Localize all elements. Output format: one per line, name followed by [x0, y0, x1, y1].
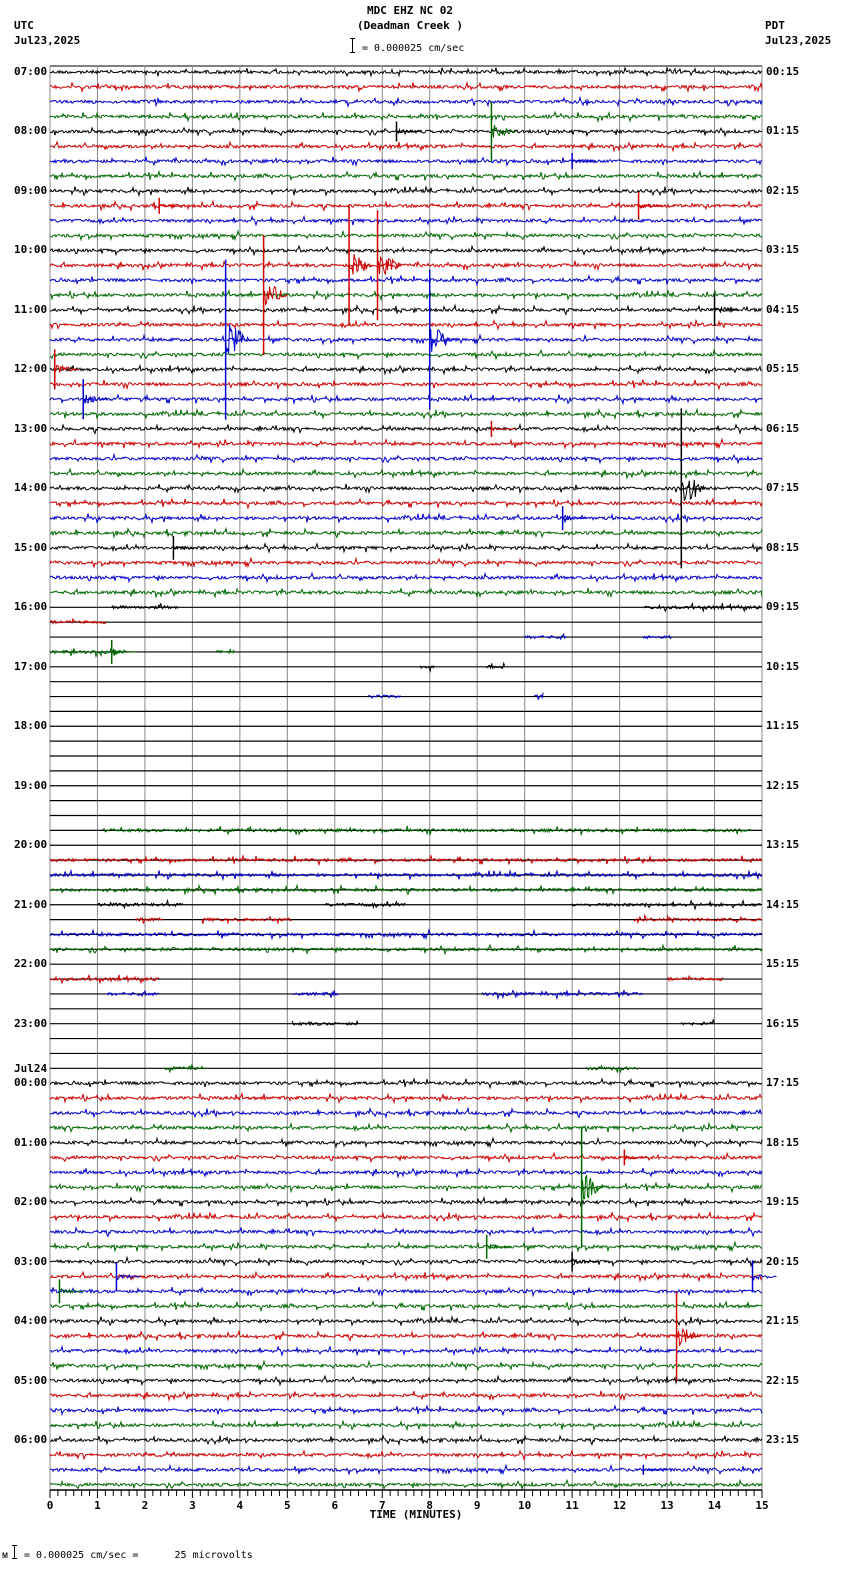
utc-hour-label: 01:00 [14, 1135, 48, 1149]
pdt-hour-label: 02:15 [766, 183, 800, 197]
utc-hour-label: 15:00 [14, 540, 48, 554]
svg-text:0: 0 [47, 1499, 54, 1512]
utc-hour-label: 23:00 [14, 1016, 48, 1030]
utc-hour-label: 17:00 [14, 659, 48, 673]
right-timezone: PDT [765, 19, 785, 32]
svg-text:7: 7 [379, 1499, 386, 1512]
utc-hour-label: 12:00 [14, 362, 48, 376]
utc-hour-label: 11:00 [14, 302, 48, 316]
svg-text:6: 6 [331, 1499, 338, 1512]
pdt-hour-label: 14:15 [766, 897, 800, 911]
utc-hour-label: 06:00 [14, 1433, 48, 1447]
svg-text:3: 3 [189, 1499, 196, 1512]
utc-hour-label: 09:00 [14, 183, 48, 197]
pdt-hour-label: 07:15 [766, 481, 800, 495]
utc-hour-label: 10:00 [14, 243, 48, 257]
x-axis-label: TIME (MINUTES) [369, 1508, 463, 1521]
utc-hour-label: 19:00 [14, 778, 48, 792]
utc-hour-label: 00:00 [14, 1076, 48, 1090]
pdt-hour-label: 16:15 [766, 1016, 800, 1030]
footer-scale-text: = 0.000025 cm/sec = 25 microvolts [24, 1550, 253, 1561]
pdt-hour-label: 04:15 [766, 302, 800, 316]
svg-text:8: 8 [426, 1499, 433, 1512]
svg-text:9: 9 [474, 1499, 481, 1512]
utc-hour-label: 03:00 [14, 1254, 48, 1268]
pdt-hour-label: 15:15 [766, 957, 800, 971]
scale-bar-icon [350, 38, 355, 53]
pdt-hour-label: 08:15 [766, 540, 800, 554]
pdt-hour-label: 01:15 [766, 124, 800, 138]
pdt-hour-label: 03:15 [766, 243, 800, 257]
pdt-hour-label: 23:15 [766, 1433, 800, 1447]
utc-hour-label: 02:00 [14, 1195, 48, 1209]
utc-hour-label: 18:00 [14, 719, 48, 733]
utc-hour-label: 13:00 [14, 421, 48, 435]
right-date: Jul23,2025 [765, 34, 832, 47]
svg-text:12: 12 [613, 1499, 626, 1512]
utc-date-label: Jul24 [14, 1062, 48, 1076]
svg-text:1: 1 [94, 1499, 101, 1512]
utc-hour-label: 21:00 [14, 897, 48, 911]
utc-hour-label: 04:00 [14, 1314, 48, 1328]
station-subtitle: (Deadman Creek ) [357, 19, 463, 32]
footer-prefix: ᴍ [2, 1550, 9, 1561]
utc-hour-label: 22:00 [14, 957, 48, 971]
svg-text:10: 10 [518, 1499, 531, 1512]
pdt-hour-label: 13:15 [766, 838, 800, 852]
pdt-hour-label: 00:15 [766, 65, 800, 78]
svg-text:11: 11 [566, 1499, 580, 1512]
svg-text:14: 14 [708, 1499, 722, 1512]
pdt-hour-label: 22:15 [766, 1373, 800, 1387]
pdt-hour-label: 11:15 [766, 719, 800, 733]
footer-scale-bar-icon [12, 1545, 17, 1559]
pdt-hour-label: 05:15 [766, 362, 800, 376]
svg-text:4: 4 [237, 1499, 244, 1512]
utc-hour-label: 05:00 [14, 1373, 48, 1387]
left-date: Jul23,2025 [14, 34, 81, 47]
svg-text:13: 13 [660, 1499, 673, 1512]
pdt-hour-label: 21:15 [766, 1314, 800, 1328]
pdt-hour-label: 19:15 [766, 1195, 800, 1209]
scale-text: = 0.000025 cm/sec [362, 43, 465, 54]
station-title: MDC EHZ NC 02 [366, 4, 454, 17]
utc-hour-label: 08:00 [14, 124, 48, 138]
pdt-hour-label: 12:15 [766, 778, 800, 792]
pdt-hour-label: 06:15 [766, 421, 800, 435]
utc-hour-label: 07:00 [14, 65, 48, 78]
svg-text:2: 2 [142, 1499, 149, 1512]
pdt-hour-label: 20:15 [766, 1254, 800, 1268]
pdt-hour-label: 10:15 [766, 659, 800, 673]
left-timezone: UTC [14, 19, 34, 32]
utc-hour-label: 16:00 [14, 600, 48, 614]
utc-hour-label: 14:00 [14, 481, 48, 495]
svg-text:15: 15 [755, 1499, 768, 1512]
pdt-hour-label: 09:15 [766, 600, 800, 614]
pdt-hour-label: 17:15 [766, 1076, 800, 1090]
pdt-hour-label: 18:15 [766, 1135, 800, 1149]
utc-hour-label: 20:00 [14, 838, 48, 852]
svg-text:5: 5 [284, 1499, 291, 1512]
